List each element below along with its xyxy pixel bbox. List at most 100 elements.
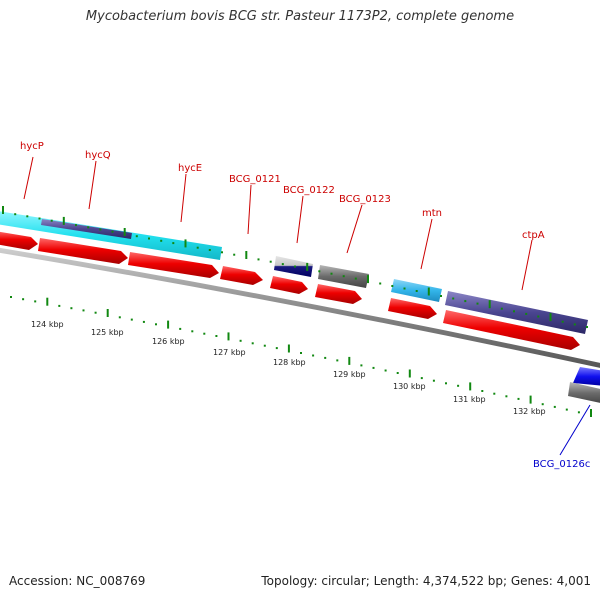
minor-tick [553,405,556,408]
scale-label: 129 kbp [333,370,366,379]
cds-arrow [38,238,128,264]
major-tick [184,239,187,248]
minor-tick [396,372,399,374]
genome-backbone [0,247,600,368]
major-tick [488,300,491,309]
lower-tick-row [10,296,592,417]
minor-tick [573,323,576,326]
minor-tick [379,282,382,285]
leader-line-hycQ [88,160,97,210]
major-tick [62,216,65,225]
minor-tick [420,377,423,380]
minor-tick [537,315,540,318]
minor-tick [476,302,479,305]
minor-tick [111,230,114,233]
minor-tick [440,295,442,297]
minor-tick [342,275,345,278]
accession-text: Accession: NC_008769 [9,574,146,588]
minor-tick [513,310,515,313]
minor-tick [372,366,375,369]
minor-tick [318,270,321,273]
minor-tick [391,285,394,287]
scale-label: 131 kbp [453,395,486,404]
major-tick [167,320,170,329]
minor-tick [500,307,503,310]
minor-tick [38,217,41,220]
minor-tick [142,320,145,323]
gene-label-BCG_0123: BCG_0123 [339,194,391,205]
minor-tick [239,339,242,342]
minor-tick [300,352,302,354]
gene-label-ctpA: ctpA [522,230,545,241]
gene-label-BCG_0126c: BCG_0126c [533,459,590,470]
minor-tick [50,219,53,222]
minor-tick [493,392,496,395]
feature-BCG_0122 [274,256,313,277]
minor-tick [445,382,447,385]
leader-line-BCG_0121 [247,184,252,235]
minor-tick [94,311,97,314]
major-tick [245,251,248,259]
cds-arrow [443,310,580,350]
minor-tick [203,332,206,335]
major-tick [590,409,592,417]
minor-tick [360,364,363,367]
leader-line-hycE [180,173,187,223]
major-tick [367,275,369,284]
minor-tick [135,235,138,238]
major-tick [306,262,309,271]
scale-label: 125 kbp [91,328,124,337]
major-tick [227,332,230,341]
minor-tick [541,403,544,406]
minor-tick [118,316,121,319]
map-title: Mycobacterium bovis BCG str. Pasteur 117… [85,9,515,24]
feature-ctpA [445,291,588,334]
leader-line-BCG_0122 [296,195,304,244]
leader-line-BCG_0123 [346,204,363,254]
minor-tick [457,384,460,387]
minor-tick [160,239,163,242]
minor-tick [432,379,435,382]
major-tick [427,287,430,296]
genome-summary-text: Topology: circular; Length: 4,374,522 bp… [261,574,591,588]
gene-label-BCG_0122: BCG_0122 [283,185,335,196]
major-tick [287,344,290,353]
gene-label-hycQ: hycQ [85,150,111,161]
minor-tick [577,411,580,414]
scale-label: 132 kbp [513,407,546,416]
cds-arrows [0,231,580,350]
gene-label-hycE: hycE [178,163,202,174]
major-tick [408,369,411,378]
minor-tick [26,215,29,218]
minor-tick [251,342,254,345]
cds-arrow [388,298,437,319]
minor-tick [58,304,61,307]
leader-line-BCG_0126c [559,404,591,456]
minor-tick [179,327,182,330]
feature-BCG_0126c [568,367,600,403]
gene-label-BCG_0121: BCG_0121 [229,174,281,185]
minor-tick [354,277,357,280]
major-tick [106,309,109,317]
minor-tick [208,249,211,251]
gene-label-hycP: hycP [20,141,44,152]
cds-arrow [0,231,38,250]
minor-tick [14,213,17,216]
minor-tick [565,408,568,411]
major-tick [549,313,552,322]
minor-tick [172,242,175,245]
minor-tick [275,347,278,350]
gene-leader-lines [23,156,533,291]
minor-tick [281,263,284,266]
leader-line-ctpA [521,239,533,291]
minor-tick [403,287,406,290]
minor-tick [561,320,564,323]
minor-tick [312,354,315,357]
minor-tick [330,272,333,275]
major-tick [123,228,126,236]
minor-tick [464,300,467,303]
minor-tick [215,335,218,337]
minor-tick [415,290,418,292]
minor-tick [221,251,223,254]
